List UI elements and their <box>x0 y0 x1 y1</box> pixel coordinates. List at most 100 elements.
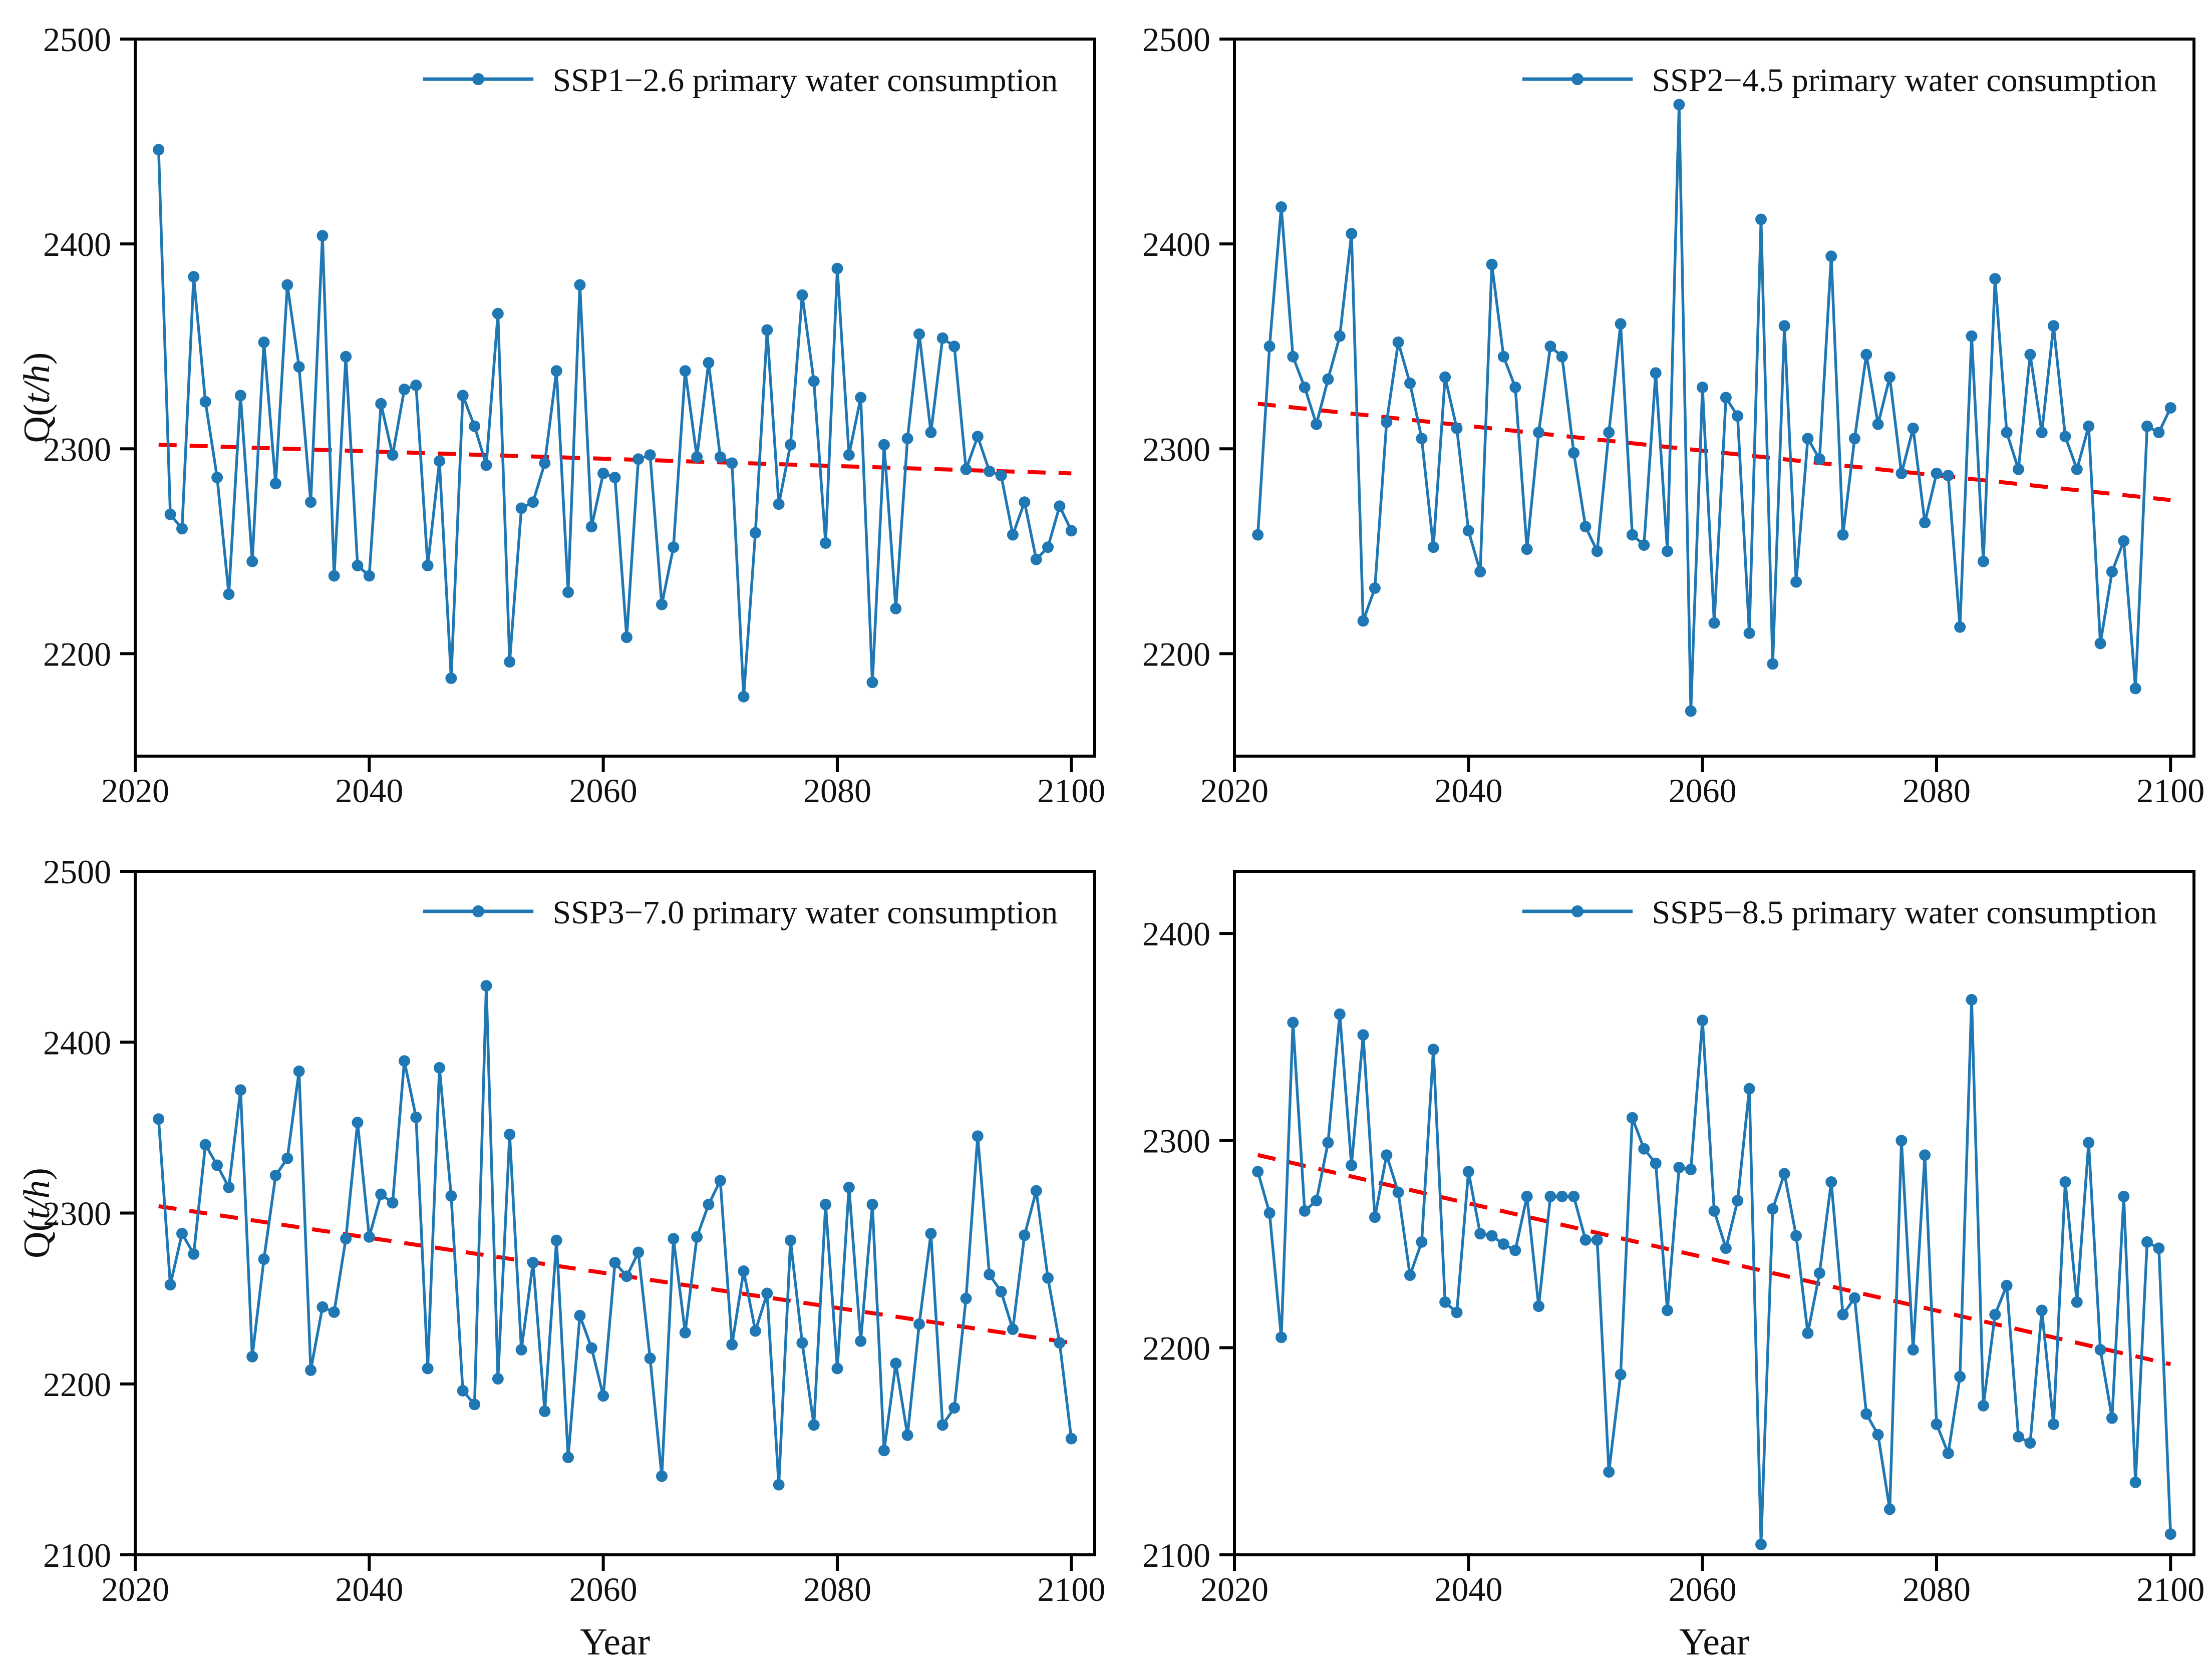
data-point-marker <box>808 375 820 387</box>
data-point-marker <box>1778 1168 1790 1180</box>
data-point-marker <box>410 380 422 391</box>
data-point-marker <box>1322 1137 1334 1149</box>
data-point-marker <box>644 1353 656 1365</box>
data-point-marker <box>1556 1190 1568 1202</box>
x-axis-tick-label: 2020 <box>1200 772 1269 810</box>
data-point-marker <box>925 427 937 439</box>
x-axis-tick-label: 2100 <box>2136 772 2204 810</box>
data-point-marker <box>1977 1400 1989 1412</box>
y-axis-tick-label: 2400 <box>43 1024 111 1062</box>
data-point-marker <box>1942 1447 1954 1459</box>
data-point-marker <box>1837 529 1849 541</box>
x-axis-tick-label: 2060 <box>569 772 638 810</box>
data-point-marker <box>1568 1190 1580 1202</box>
data-point-marker <box>2036 427 2048 439</box>
data-point-marker <box>2118 535 2130 547</box>
legend-label: SSP5−8.5 primary water consumption <box>1652 894 2157 931</box>
data-point-marker <box>738 1265 750 1277</box>
data-point-marker <box>1919 517 1931 529</box>
data-point-marker <box>1860 349 1872 361</box>
data-point-marker <box>749 527 761 539</box>
data-point-marker <box>1638 1143 1650 1155</box>
data-point-marker <box>761 1287 773 1299</box>
x-axis-tick-label: 2020 <box>1200 1570 1269 1608</box>
data-point-marker <box>246 1351 258 1363</box>
data-point-marker <box>936 1419 949 1431</box>
data-point-marker <box>1252 529 1264 541</box>
data-point-marker <box>1276 1331 1287 1344</box>
data-point-marker <box>188 1248 200 1260</box>
data-point-marker <box>480 459 492 471</box>
data-point-marker <box>1954 1371 1966 1383</box>
data-point-marker <box>317 1301 329 1313</box>
data-point-marker <box>480 980 492 992</box>
data-point-marker <box>796 289 808 301</box>
data-point-marker <box>1311 418 1323 430</box>
data-point-marker <box>199 1139 211 1151</box>
data-point-marker <box>445 673 457 684</box>
data-point-marker <box>2153 427 2165 439</box>
data-point-marker <box>831 262 843 274</box>
data-point-marker <box>1287 1017 1299 1029</box>
x-axis-tick-label: 2040 <box>335 772 403 810</box>
data-point-marker <box>1054 500 1066 512</box>
data-point-marker <box>504 656 516 668</box>
data-point-marker <box>633 453 645 465</box>
data-point-marker <box>726 1338 738 1351</box>
data-point-marker <box>843 1181 855 1193</box>
data-point-marker <box>633 1246 645 1258</box>
data-point-marker <box>1603 427 1615 439</box>
data-point-marker <box>1019 496 1031 508</box>
data-point-marker <box>1685 705 1697 717</box>
data-point-marker <box>691 451 703 463</box>
data-point-marker <box>258 337 270 348</box>
y-axis-tick-label: 2300 <box>43 1195 111 1233</box>
data-point-marker <box>1591 1234 1603 1246</box>
data-point-marker <box>1907 422 1919 434</box>
data-point-marker <box>153 144 165 156</box>
data-point-marker <box>457 390 469 402</box>
data-point-marker <box>2083 420 2095 432</box>
data-point-marker <box>492 1373 504 1385</box>
data-point-marker <box>1825 250 1837 262</box>
data-point-marker <box>995 1286 1007 1297</box>
y-axis-tick-label: 2300 <box>43 430 111 468</box>
data-point-marker <box>1334 330 1346 342</box>
data-point-marker <box>562 586 574 598</box>
data-point-marker <box>901 433 913 445</box>
y-axis-tick-label: 2400 <box>1142 915 1210 953</box>
trend-line <box>1257 1153 2171 1367</box>
data-point-marker <box>305 496 317 508</box>
data-point-marker <box>1019 1229 1031 1241</box>
data-point-marker <box>2024 349 2036 361</box>
data-point-marker <box>1708 617 1720 629</box>
data-point-marker <box>1299 382 1311 393</box>
data-point-marker <box>984 1268 996 1280</box>
data-point-marker <box>749 1325 761 1337</box>
data-point-marker <box>1790 1230 1802 1242</box>
x-axis-tick-label: 2100 <box>1037 772 1105 810</box>
data-point-marker <box>1848 433 1860 445</box>
data-point-marker <box>539 457 551 469</box>
data-point-marker <box>738 691 750 703</box>
plot-frame <box>134 870 1096 1556</box>
data-point-marker <box>515 1344 527 1356</box>
data-point-marker <box>1966 994 1978 1005</box>
data-point-marker <box>1030 553 1042 565</box>
data-point-marker <box>2118 1190 2130 1202</box>
data-point-marker <box>258 1253 270 1265</box>
data-point-marker <box>1662 1304 1673 1316</box>
data-point-marker <box>1346 228 1358 240</box>
data-point-marker <box>1743 1083 1755 1095</box>
data-point-marker <box>620 631 633 643</box>
data-point-marker <box>1802 433 1814 445</box>
data-point-marker <box>1579 1234 1592 1246</box>
data-point-marker <box>1369 1211 1381 1223</box>
data-point-marker <box>855 392 867 404</box>
data-point-marker <box>679 365 691 377</box>
y-axis-tick-label: 2500 <box>43 853 111 891</box>
data-point-marker <box>796 1337 808 1349</box>
data-point-marker <box>1381 1149 1393 1161</box>
data-point-marker <box>1673 1162 1685 1173</box>
data-point-marker <box>2129 1476 2141 1488</box>
